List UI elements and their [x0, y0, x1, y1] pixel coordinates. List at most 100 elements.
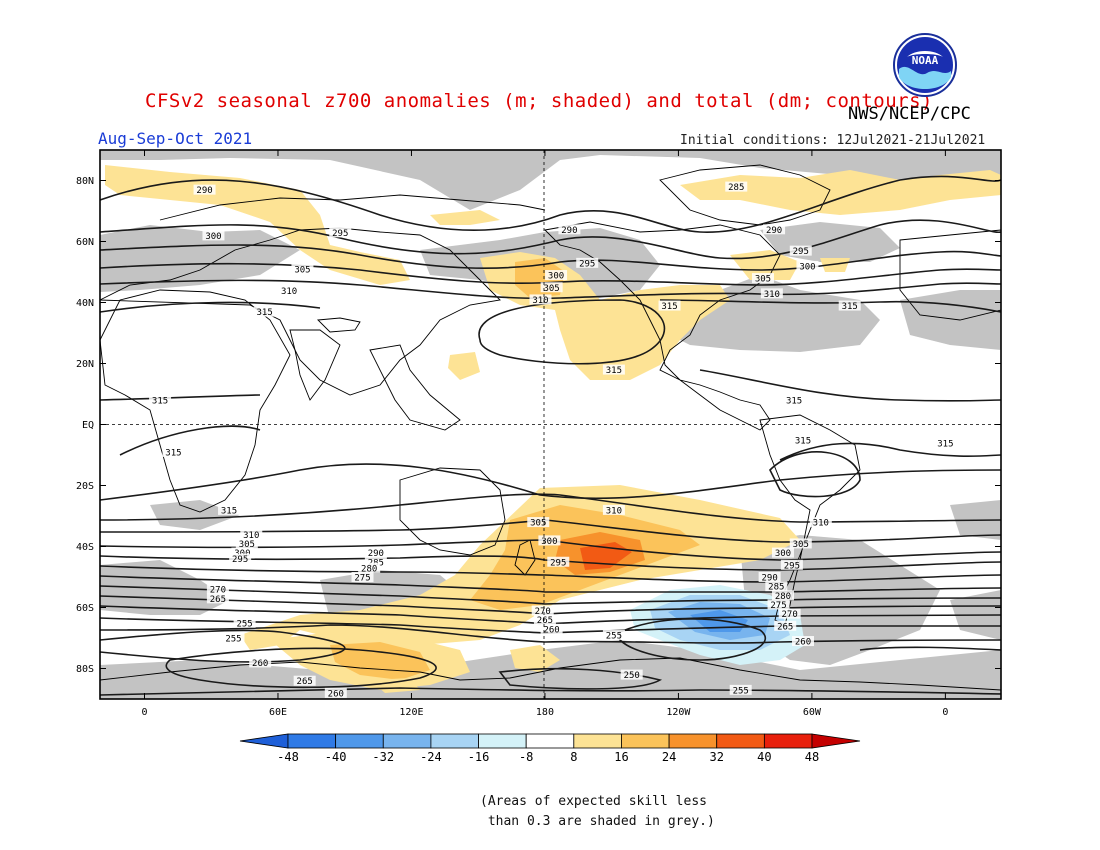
contour-label-bg	[774, 620, 797, 631]
contour-260-inner	[165, 647, 437, 689]
lat-label: 20N	[76, 359, 94, 370]
contour-label: 315	[221, 506, 237, 516]
contour-label-bg	[233, 617, 256, 628]
contour-label-bg	[765, 581, 788, 592]
contour-290-sh	[100, 565, 1001, 583]
colorbar-swatch	[716, 733, 765, 749]
contour-label-bg	[202, 230, 225, 241]
colorbar-swatch	[287, 733, 337, 749]
contour-label: 255	[225, 635, 241, 645]
contour-label-bg	[602, 364, 625, 375]
contour-label: 310	[243, 531, 259, 541]
contour-label-bg	[751, 273, 774, 284]
colorbar-label: 32	[710, 750, 724, 764]
europe-right-outline	[899, 229, 1001, 321]
skill-footnote: (Areas of expected skill less than 0.3 a…	[480, 792, 715, 832]
contour-label-bg	[547, 556, 570, 567]
contour-280-sh	[100, 585, 1001, 605]
contour-label-bg	[222, 633, 245, 643]
footnote-line-2: than 0.3 are shaded in grey.)	[480, 814, 715, 829]
contour-label-bg	[253, 306, 276, 317]
contour-label-bg	[278, 285, 301, 296]
contour-label-bg	[529, 294, 552, 305]
contour-label: 305	[543, 284, 559, 294]
contour-255-sh	[100, 618, 1001, 663]
contour-label: 305	[793, 540, 809, 550]
contour-label-bg	[324, 687, 347, 698]
contour-label: 300	[541, 537, 557, 547]
lat-label: 40S	[76, 542, 94, 553]
contour-label-bg	[229, 553, 252, 564]
contour-label: 315	[795, 436, 811, 446]
contour-label: 275	[354, 574, 370, 584]
contour-295-nh	[100, 219, 1001, 260]
contour-label: 295	[579, 259, 595, 269]
noaa-logo-text: NOAA	[912, 54, 939, 67]
contour-label: 315	[661, 302, 677, 312]
contour-label: 265	[297, 677, 313, 687]
contour-label-bg	[293, 675, 316, 686]
contour-label: 305	[530, 519, 546, 529]
contour-label: 305	[239, 540, 255, 550]
contour-label: 290	[761, 574, 777, 584]
contour-label-bg	[658, 300, 681, 311]
colorbar-label: -48	[277, 750, 299, 764]
lat-label: 80N	[76, 176, 94, 187]
india-outline	[289, 329, 341, 401]
colorbar-low-arrow	[239, 733, 289, 749]
contour-label: 295	[793, 247, 809, 257]
lat-label: 20S	[76, 481, 94, 492]
north-america-outline	[544, 221, 781, 431]
longitude-axis: 0 60E 120E 180 120W 60W 0	[141, 150, 948, 718]
southeast-asia	[369, 344, 461, 431]
colorbar: -48 -40 -32 -24 -16 -8 8 16 24 32 40 48	[239, 733, 861, 764]
contour-label-bg	[329, 227, 352, 238]
lon-label: 60E	[269, 707, 287, 718]
contour-label: 300	[205, 232, 221, 242]
lat-label: EQ	[82, 420, 94, 431]
colorbar-swatch	[573, 733, 622, 749]
latitude-axis: 80N 60N 40N 20N EQ 20S 40S 60S 80S	[76, 176, 1001, 675]
contour-label: 300	[799, 262, 815, 272]
contour-label: 260	[252, 659, 268, 669]
contour-label-bg	[235, 538, 258, 549]
contour-label-bg	[558, 224, 581, 235]
contour-label-bg	[780, 559, 803, 570]
contour-label: 295	[550, 558, 566, 568]
contour-label-bg	[602, 504, 625, 515]
contour-label: 315	[165, 448, 181, 458]
eurasia-outline	[100, 227, 501, 396]
contour-label: 310	[606, 506, 622, 516]
contour-label: 295	[784, 561, 800, 571]
lon-label: 120W	[666, 707, 691, 718]
colorbar-label: -24	[420, 750, 442, 764]
contour-label: 265	[777, 622, 793, 632]
contour-label: 310	[532, 296, 548, 306]
contour-285-sh	[100, 575, 1001, 593]
contour-label-bg	[783, 395, 806, 406]
contour-310-sh	[100, 493, 1001, 523]
contour-label: 255	[236, 619, 252, 629]
lon-label: 60W	[803, 707, 822, 718]
lon-label: 0	[141, 707, 147, 718]
colorbar-swatch	[382, 733, 432, 749]
contour-290-nh	[100, 175, 1001, 233]
contour-315-nh	[100, 299, 1001, 365]
colorbar-label: -32	[372, 750, 394, 764]
lat-label: 80S	[76, 664, 94, 675]
lon-label: 0	[942, 707, 948, 718]
contour-label-bg	[193, 184, 216, 195]
contour-label: 290	[196, 186, 212, 196]
colorbar-high-arrow	[811, 733, 861, 749]
contour-label-bg	[240, 529, 263, 540]
contour-label-bg	[231, 547, 254, 558]
contour-label: 280	[361, 564, 377, 574]
contour-label: 265	[210, 595, 226, 605]
contour-label-bg	[771, 590, 794, 601]
contour-label: 300	[548, 272, 564, 282]
contour-label-bg	[789, 245, 812, 256]
map-title: CFSv2 seasonal z700 anomalies (m; shaded…	[145, 90, 933, 112]
contour-label: 260	[328, 689, 344, 699]
contour-label: 290	[561, 226, 577, 236]
